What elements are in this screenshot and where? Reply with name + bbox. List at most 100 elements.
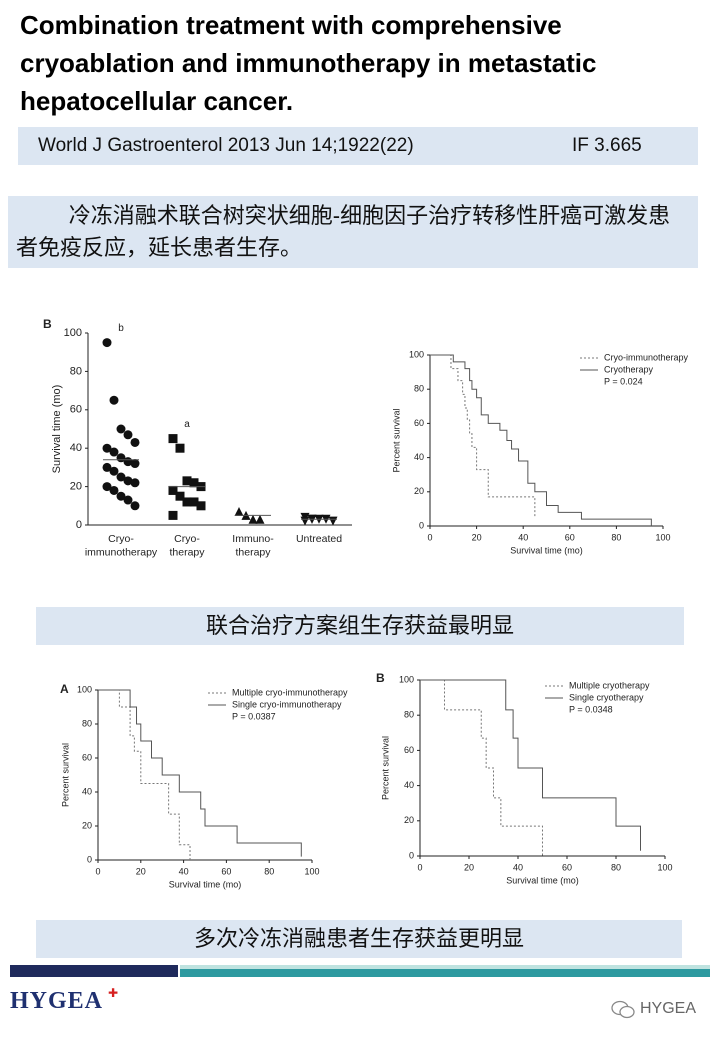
x-tick-label: 20 [472,532,482,542]
y-tick-label: 60 [404,745,414,755]
data-point [175,491,185,501]
data-point [182,476,192,486]
x-axis-label: Survival time (mo) [510,545,583,555]
panel-label: B [43,317,52,331]
legend-label: Single cryo-immunotherapy [232,699,342,709]
legend-label: Multiple cryotherapy [569,680,650,690]
y-tick-label: 80 [404,710,414,720]
data-point [123,430,133,440]
y-tick-label: 60 [70,404,82,416]
x-tick-label: 40 [179,866,189,876]
data-point [175,443,185,453]
data-point [182,497,192,507]
x-tick-label: 100 [304,866,319,876]
x-axis-label: Survival time (mo) [506,875,579,885]
data-point [168,510,178,520]
y-tick-label: 0 [419,520,424,530]
footer-bar [180,965,710,969]
data-point [102,462,112,472]
survival-curve [98,689,191,860]
impact-factor: IF 3.665 [572,135,642,156]
data-point [130,501,140,511]
wechat-icon [611,1000,635,1019]
logo-cross: ✚ [108,986,119,1000]
y-tick-label: 0 [409,850,414,860]
x-tick-label: 20 [464,862,474,872]
summary: 冷冻消融术联合树突状细胞-细胞因子治疗转移性肝癌可激发患者免疫反应，延长患者生存… [8,196,698,268]
y-tick-label: 80 [414,384,424,394]
y-tick-label: 60 [414,418,424,428]
data-point [123,495,133,505]
y-axis-label: Percent survival [391,408,401,472]
y-axis-label: Survival time (mo) [51,385,63,474]
x-tick-label: 0 [417,862,422,872]
data-point [196,501,206,511]
data-point [328,516,338,526]
group-label: a [184,419,190,430]
data-point [130,478,140,488]
annotation: P = 0.024 [604,376,643,386]
y-tick-label: 0 [87,854,92,864]
y-tick-label: 20 [70,481,82,493]
dot-plot: 0 20 40 60 80 100 Survival time (mo) B Cryo-immu… [43,317,352,559]
survival-chart: 0 20 40 60 80 100 Percent survival 0 20 40 60 80 100… [391,349,689,555]
x-tick-label: 100 [655,532,670,542]
caption: 联合治疗方案组生存获益最明显 [36,607,684,645]
data-point [248,514,258,524]
citation: World J Gastroenterol 2013 Jun 14;1922(2… [38,135,414,156]
panel-label: B [376,671,385,685]
y-tick-label: 20 [404,815,414,825]
data-point [116,472,126,482]
annotation: P = 0.0348 [569,704,613,714]
group-label: b [118,323,124,334]
y-tick-label: 80 [82,718,92,728]
panel-label: A [60,682,69,696]
data-point [109,485,119,495]
y-tick-label: 100 [399,674,414,684]
annotation: P = 0.0387 [232,711,276,721]
data-point [116,424,126,434]
x-tick-label: 80 [264,866,274,876]
data-point [255,514,265,524]
x-tick-label: 20 [136,866,146,876]
survival-chart: 0 20 40 60 80 100 Percent survival B 0 20 40 60 80 10… [376,671,673,885]
survival-curve [430,354,652,526]
y-tick-label: 60 [82,752,92,762]
data-point [109,447,119,457]
data-point [102,482,112,492]
x-tick-label: Cryo-therapy [169,533,205,559]
y-tick-label: 0 [76,519,82,531]
title: Combination treatment with comprehensive… [20,10,597,116]
x-tick-label: Untreated [296,533,342,545]
y-tick-label: 20 [414,486,424,496]
data-point [168,485,178,495]
x-tick-label: 80 [611,862,621,872]
data-point [109,395,119,405]
x-tick-label: 0 [95,866,100,876]
citation-bar: World J Gastroenterol 2013 Jun 14;1922(2… [18,127,698,165]
legend-label: Cryotherapy [604,364,654,374]
data-point [168,434,178,444]
legend-label: Multiple cryo-immunotherapy [232,687,348,697]
data-point [109,466,119,476]
x-tick-label: 60 [565,532,575,542]
account-name: HYGEA [640,1000,697,1017]
y-tick-label: 80 [70,365,82,377]
y-tick-label: 40 [70,442,82,454]
y-tick-label: 40 [82,786,92,796]
x-tick-label: 100 [657,862,672,872]
legend-label: Cryo-immunotherapy [604,352,689,362]
y-tick-label: 20 [82,820,92,830]
y-axis-label: Percent survival [60,743,70,807]
x-tick-label: 80 [611,532,621,542]
survival-curve [420,679,641,851]
data-point [130,459,140,469]
footer-bar [10,965,178,977]
data-point [123,476,133,486]
x-tick-label: Immuno-therapy [232,533,274,559]
x-tick-label: 60 [562,862,572,872]
x-tick-label: 40 [513,862,523,872]
legend-label: Single cryotherapy [569,692,644,702]
y-tick-label: 40 [414,452,424,462]
